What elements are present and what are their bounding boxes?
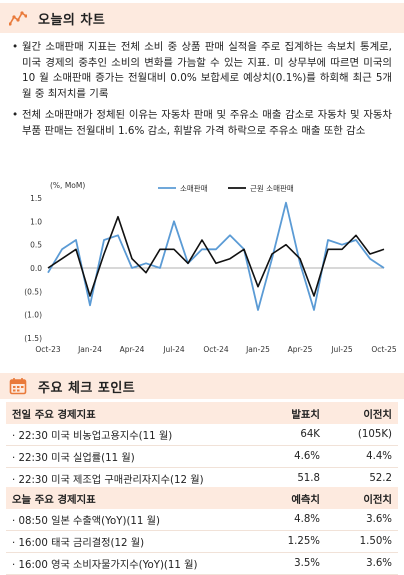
bullet-item: • 전체 소매판매가 정체된 이유는 자동차 판매 및 주유소 매출 감소로 자… bbox=[12, 108, 392, 139]
previous-value: 1.50% bbox=[359, 536, 392, 547]
indicator-name: · 22:30 미국 비농업고용지수(11 월) bbox=[12, 431, 173, 442]
header-actual: 발표치 bbox=[291, 408, 320, 421]
x-tick-label: Jan-24 bbox=[77, 345, 102, 354]
previous-value: 3.6% bbox=[366, 514, 392, 525]
section-title: 주요 체크 포인트 bbox=[38, 380, 136, 396]
header-previous: 이전치 bbox=[363, 408, 392, 421]
header-indicator: 오늘 주요 경제지표 bbox=[12, 493, 96, 506]
previous-value: 52.2 bbox=[369, 473, 392, 484]
actual-value: 64K bbox=[300, 429, 320, 440]
todays-chart-header: 오늘의 차트 bbox=[0, 3, 404, 33]
header-forecast: 예측치 bbox=[291, 493, 320, 506]
y-tick-label: 1.5 bbox=[30, 194, 42, 203]
bullet-dot: • bbox=[12, 109, 19, 121]
legend-label: 소매판매 bbox=[180, 184, 208, 193]
forecast-value: 4.8% bbox=[294, 514, 320, 525]
y-tick-label: (1.0) bbox=[24, 311, 42, 320]
y-tick-label: 0.5 bbox=[30, 241, 42, 250]
series-line-retail-sales bbox=[47, 201, 385, 311]
indicator-name: · 22:30 미국 제조업 구매관리자지수(12 월) bbox=[12, 475, 204, 486]
section-title: 오늘의 차트 bbox=[38, 12, 106, 28]
previous-value: (105K) bbox=[357, 429, 392, 440]
series-line-core-retail-sales bbox=[47, 215, 385, 297]
today-indicators-table: 오늘 주요 경제지표 예측치 이전치 · 08:50 일본 수출액(YoY)(1… bbox=[6, 487, 398, 575]
previous-day-indicators-table: 전일 주요 경제지표 발표치 이전치 · 22:30 미국 비농업고용지수(11… bbox=[6, 402, 398, 490]
actual-value: 51.8 bbox=[297, 473, 320, 484]
table-row: · 22:30 미국 실업률(11 월) 4.6% 4.4% bbox=[6, 446, 398, 468]
table-header: 오늘 주요 경제지표 예측치 이전치 bbox=[6, 487, 398, 509]
header-previous: 이전치 bbox=[363, 493, 392, 506]
x-tick-label: Apr-24 bbox=[120, 345, 145, 354]
table-row: · 16:00 영국 소비자물가지수(YoY)(11 월) 3.5% 3.6% bbox=[6, 553, 398, 575]
indicator-name: · 08:50 일본 수출액(YoY)(11 월) bbox=[12, 516, 160, 527]
bullet-text: 전체 소매판매가 정체된 이유는 자동차 판매 및 주유소 매출 감소로 자동차… bbox=[22, 109, 392, 137]
bullet-text: 월간 소매판매 지표는 전체 소비 중 상품 판매 실적을 주로 집계하는 속보… bbox=[22, 41, 392, 100]
actual-value: 4.6% bbox=[294, 451, 320, 462]
y-tick-label: 1.0 bbox=[30, 217, 42, 226]
x-tick-label: Jul-25 bbox=[330, 345, 353, 354]
table-row: · 22:30 미국 비농업고용지수(11 월) 64K (105K) bbox=[6, 424, 398, 446]
indicator-name: · 16:00 태국 금리결정(12 월) bbox=[12, 538, 145, 549]
x-tick-label: Oct-25 bbox=[371, 345, 396, 354]
calendar-icon bbox=[8, 376, 28, 396]
y-tick-label: 0.0 bbox=[30, 264, 42, 273]
forecast-value: 3.5% bbox=[294, 558, 320, 569]
commentary: • 월간 소매판매 지표는 전체 소비 중 상품 판매 실적을 주로 집계하는 … bbox=[12, 40, 392, 145]
legend-label: 근원 소매판매 bbox=[250, 184, 294, 193]
forecast-value: 1.25% bbox=[287, 536, 320, 547]
y-tick-label: (1.5) bbox=[24, 334, 42, 343]
x-tick-label: Jul-24 bbox=[162, 345, 185, 354]
retail-sales-chart: (%, MoM) 1.5 1.0 0.5 0.0 (0.5) (1.0) (1.5) Oct-2… bbox=[0, 175, 404, 365]
x-tick-label: Apr-25 bbox=[288, 345, 313, 354]
key-checkpoints-header: 주요 체크 포인트 bbox=[0, 373, 404, 399]
x-tick-label: Oct-24 bbox=[203, 345, 228, 354]
y-unit-label: (%, MoM) bbox=[50, 181, 85, 190]
indicator-name: · 16:00 영국 소비자물가지수(YoY)(11 월) bbox=[12, 560, 198, 571]
table-row: · 16:00 태국 금리결정(12 월) 1.25% 1.50% bbox=[6, 531, 398, 553]
header-indicator: 전일 주요 경제지표 bbox=[12, 408, 96, 421]
x-tick-label: Jan-25 bbox=[245, 345, 270, 354]
line-chart-icon bbox=[8, 8, 28, 28]
chart-canvas: (%, MoM) 1.5 1.0 0.5 0.0 (0.5) (1.0) (1.5) Oct-2… bbox=[24, 181, 397, 354]
indicator-name: · 22:30 미국 실업률(11 월) bbox=[12, 453, 135, 464]
bullet-item: • 월간 소매판매 지표는 전체 소비 중 상품 판매 실적을 주로 집계하는 … bbox=[12, 40, 392, 102]
bullet-dot: • bbox=[12, 41, 19, 53]
table-header: 전일 주요 경제지표 발표치 이전치 bbox=[6, 402, 398, 424]
previous-value: 3.6% bbox=[366, 558, 392, 569]
y-tick-label: (0.5) bbox=[24, 287, 42, 296]
x-tick-label: Oct-23 bbox=[35, 345, 60, 354]
table-row: · 08:50 일본 수출액(YoY)(11 월) 4.8% 3.6% bbox=[6, 509, 398, 531]
previous-value: 4.4% bbox=[366, 451, 392, 462]
